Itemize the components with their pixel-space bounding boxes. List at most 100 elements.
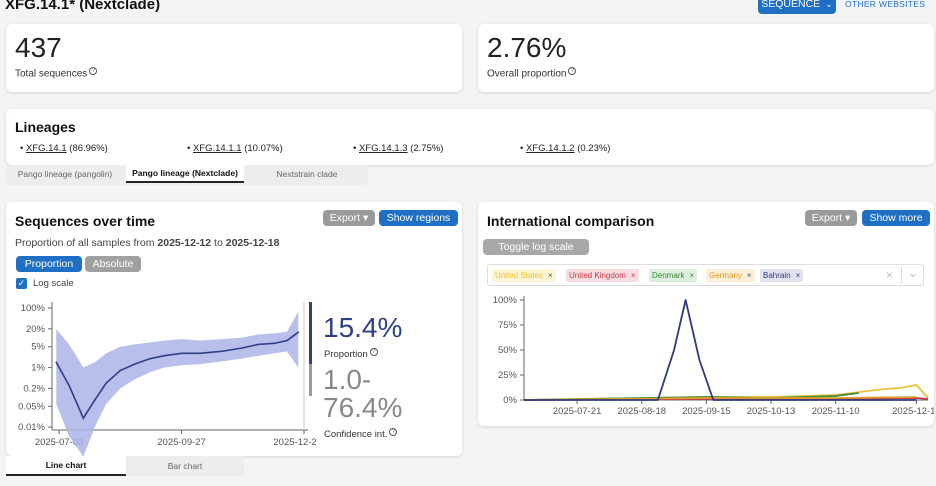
sequences-over-time-card: Sequences over time Export ▾ Show region… [6, 202, 462, 456]
overall-proportion-label-text: Overall proportion [487, 68, 567, 80]
x-tick-label: 2025-07-21 [553, 406, 602, 417]
y-tick-label: 25% [498, 370, 518, 381]
tab-line-chart[interactable]: Line chart [6, 456, 126, 476]
remove-icon[interactable]: × [795, 271, 801, 280]
y-tick-label: 0.05% [18, 401, 45, 412]
export-button[interactable]: Export ▾ [323, 210, 375, 226]
country-chip-label: Bahrain [763, 271, 791, 280]
data-point [297, 331, 300, 333]
lineages-card: Lineages • XFG.14.1 (86.96%) • XFG.14.1.… [6, 109, 934, 165]
lineage-pct: (2.75%) [410, 143, 444, 154]
toggle-log-scale-button[interactable]: Toggle log scale [483, 239, 589, 255]
x-tick-label: 2025-07-03 [35, 437, 84, 448]
lineage-item: • XFG.14.1.2 (0.23%) [520, 143, 611, 154]
lineage-pct: (0.23%) [577, 143, 611, 154]
tab-nextclade[interactable]: Pango lineage (Nextclade) [126, 165, 244, 183]
lineage-pct: (10.07%) [244, 143, 283, 154]
international-comparison-title: International comparison [487, 213, 655, 229]
lineage-link[interactable]: XFG.14.1.1 [192, 143, 242, 154]
proportion-value: 15.4% [323, 312, 403, 343]
remove-icon[interactable]: × [689, 271, 695, 280]
data-point [149, 357, 152, 360]
export-button[interactable]: Export ▾ [805, 210, 857, 226]
data-point [82, 417, 85, 419]
y-tick-label: 75% [498, 320, 518, 331]
series-line-bahrain [524, 299, 917, 401]
tab-nextstrain[interactable]: Nextstrain clade [276, 169, 338, 179]
ci-value: 1.0- 76.4% [323, 366, 402, 422]
remove-icon[interactable]: × [630, 271, 636, 280]
chevron-down-icon[interactable]: ⌄ [908, 266, 919, 280]
y-tick-label: 0.01% [18, 422, 45, 433]
x-tick-label: 2025-08-18 [617, 406, 666, 417]
data-point [93, 399, 96, 402]
ci-value-line1: 1.0- [323, 364, 372, 395]
clear-icon[interactable]: × [886, 268, 894, 282]
total-sequences-label: Total sequences? [15, 67, 98, 79]
data-point [133, 363, 136, 365]
subtitle-to: to [214, 237, 223, 249]
help-icon[interactable]: ? [369, 348, 378, 356]
x-tick-label: 2025-12-15 [892, 406, 934, 417]
x-tick-label: 2025-11-10 [812, 406, 860, 417]
help-icon[interactable]: ? [389, 428, 398, 436]
total-sequences-card: 437 Total sequences? [6, 24, 462, 92]
country-chip-united-kingdom: United Kingdom × [566, 269, 639, 282]
country-chip-label: Germany [709, 271, 742, 280]
data-point [199, 352, 201, 355]
y-tick-label: 20% [26, 324, 46, 335]
log-scale-label: Log scale [33, 278, 74, 289]
help-icon[interactable]: ? [568, 67, 577, 75]
date-to: 2025-12-18 [225, 237, 280, 249]
overall-proportion-card: 2.76% Overall proportion? [478, 24, 934, 92]
country-select[interactable]: United States × United Kingdom × Denmark × … [487, 264, 924, 286]
data-point [240, 347, 243, 349]
proportion-label-text: Proportion [324, 349, 368, 361]
confidence-band [56, 311, 299, 456]
proportion-toggle[interactable]: Proportion [16, 256, 82, 272]
country-chip-label: Denmark [652, 271, 685, 280]
x-tick-label: 2025-09-27 [157, 437, 206, 448]
other-websites-link[interactable]: OTHER WEBSITES [845, 0, 926, 9]
overall-proportion-label: Overall proportion? [487, 67, 577, 80]
overall-proportion-value: 2.76% [487, 32, 567, 63]
absolute-toggle[interactable]: Absolute [85, 256, 141, 272]
lineage-link[interactable]: XFG.14.1.3 [358, 143, 408, 154]
data-point [55, 361, 58, 364]
lineages-title: Lineages [15, 119, 76, 135]
y-tick-label: 0.2% [23, 383, 45, 394]
proportion-bar [309, 302, 312, 380]
sequences-over-time-title: Sequences over time [15, 213, 156, 229]
data-point [273, 342, 275, 345]
remove-icon[interactable]: × [548, 271, 553, 280]
sequence-button-label: SEQUENCE [761, 0, 821, 10]
help-icon[interactable]: ? [89, 67, 98, 75]
data-point [105, 382, 107, 384]
proportion-label: Proportion? [324, 348, 378, 360]
show-more-button[interactable]: Show more [862, 210, 930, 226]
lineage-link[interactable]: XFG.14.1.2 [525, 143, 575, 154]
tab-pangolin[interactable]: Pango lineage (pangolin) [17, 169, 113, 179]
x-tick-label: 2025-10-13 [747, 406, 796, 417]
sequence-button[interactable]: SEQUENCE ⌄ [758, 0, 836, 14]
lineage-link[interactable]: XFG.14.1 [25, 143, 67, 154]
remove-icon[interactable]: × [746, 271, 752, 280]
y-tick-label: 100% [21, 303, 46, 314]
date-from: 2025-12-12 [157, 237, 212, 249]
data-point [257, 343, 260, 346]
lineage-item: • XFG.14.1 (86.96%) [20, 143, 108, 154]
log-scale-checkbox[interactable]: ✓ [16, 278, 27, 289]
y-tick-label: 1% [31, 363, 45, 374]
x-tick-label: 2025-09-15 [682, 406, 731, 417]
ci-bar [309, 364, 312, 396]
x-tick-label: 2025-12-22 [273, 437, 316, 448]
country-chip-label: United Kingdom [569, 271, 626, 280]
show-regions-button[interactable]: Show regions [379, 210, 458, 226]
ci-label-text: Confidence int. [324, 429, 388, 441]
ci-label: Confidence int.? [324, 428, 398, 441]
series-line-germany [523, 396, 917, 401]
data-point [119, 369, 122, 372]
tab-bar-chart[interactable]: Bar chart [167, 461, 203, 471]
sequences-over-time-chart: 100% 20% 5% 1% 0.2% 0.05% 0.01% 2025-07-03 2025-… [18, 302, 316, 456]
y-tick-label: 50% [498, 345, 518, 356]
